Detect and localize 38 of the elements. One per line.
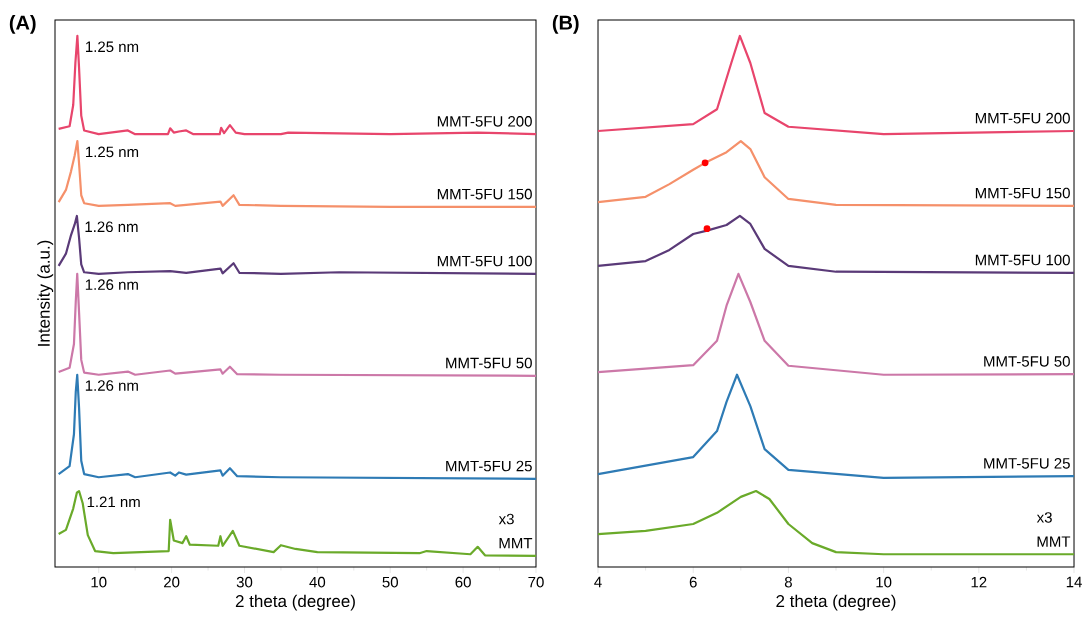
x-tick-label: 4 (594, 576, 602, 588)
series-label: MMT-5FU 100 (975, 254, 1070, 266)
annotation: x3 (1036, 512, 1052, 523)
series-label: MMT-5FU 50 (984, 356, 1070, 367)
x-axis-title: 2 theta (degree) (235, 594, 355, 611)
x-tick-label: 40 (309, 576, 326, 588)
annotation: 1.26 nm (85, 221, 138, 233)
series-label: MMT-5FU 200 (437, 116, 532, 127)
x-tick-label: 70 (528, 576, 544, 588)
series-label: MMT (499, 538, 533, 549)
x-tick-label: 60 (455, 576, 471, 588)
x-axis-title: 2 theta (degree) (776, 594, 896, 611)
series-label: MMT-5FU 100 (437, 255, 532, 267)
x-tick-label: 10 (91, 576, 107, 588)
series-label: MMT-5FU 150 (975, 187, 1070, 199)
x-tick-label: 20 (164, 576, 180, 588)
chart-title: (A) (9, 15, 36, 34)
annotation: 1.21 nm (87, 496, 140, 508)
x-tick-label: 14 (1066, 576, 1082, 588)
series-label: MMT-5FU 50 (446, 357, 532, 369)
annotation: 1.25 nm (86, 41, 139, 53)
annotation: 1.26 nm (85, 380, 138, 391)
x-tick-label: 8 (784, 576, 792, 588)
chart-title: (B) (552, 15, 579, 34)
series-label: MMT-5FU 25 (984, 458, 1070, 469)
series-label: MMT-5FU 25 (446, 460, 532, 472)
annotation: 1.26 nm (85, 279, 138, 290)
x-tick-label: 10 (876, 576, 892, 588)
annotation: x3 (498, 513, 514, 525)
series-label: MMT-5FU 200 (975, 112, 1070, 124)
y-axis-title: Intensity (a.u.) (37, 240, 54, 346)
series-label: MMT (1037, 536, 1071, 547)
x-tick-label: 12 (971, 576, 987, 588)
x-tick-label: 50 (382, 576, 398, 588)
x-tick-label: 6 (689, 576, 697, 588)
series-label: MMT-5FU 150 (437, 188, 532, 200)
x-tick-label: 30 (236, 576, 253, 588)
annotation: 1.25 nm (86, 146, 139, 158)
